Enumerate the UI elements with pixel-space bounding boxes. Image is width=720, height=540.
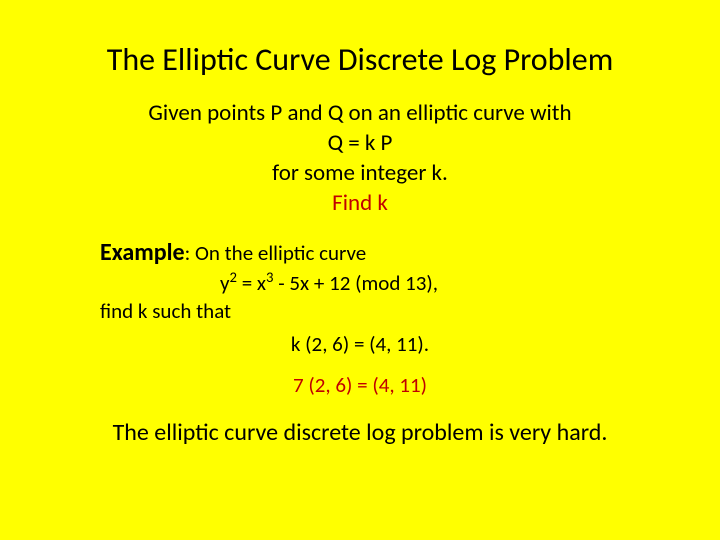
example-block: Example: On the elliptic curve y2 = x3 -… (100, 237, 620, 358)
answer-line: 7 (2, 6) = (4, 11) (50, 372, 670, 398)
example-label: Example (100, 238, 185, 267)
eq-y: y (220, 270, 230, 296)
curve-equation: y2 = x3 - 5x + 12 (mod 13), (220, 269, 620, 297)
slide-title: The Elliptic Curve Discrete Log Problem (50, 40, 670, 79)
example-intro: : On the elliptic curve (185, 240, 367, 266)
target-equation: k (2, 6) = (4, 11). (100, 330, 620, 358)
find-k-line: Find k (50, 189, 670, 219)
given-line-1: Given points P and Q on an elliptic curv… (50, 99, 670, 129)
find-such-that: find k such that (100, 297, 620, 325)
slide-container: The Elliptic Curve Discrete Log Problem … (0, 0, 720, 540)
given-line-3: for some integer k. (50, 159, 670, 189)
conclusion-line: The elliptic curve discrete log problem … (50, 418, 670, 447)
given-line-2: Q = k P (50, 129, 670, 159)
eq-sup1: 2 (230, 268, 237, 286)
eq-suffix: - 5x + 12 (mod 13), (273, 270, 438, 296)
problem-statement: Given points P and Q on an elliptic curv… (50, 99, 670, 219)
example-intro-line: Example: On the elliptic curve (100, 237, 620, 269)
eq-mid: = x (237, 270, 266, 296)
